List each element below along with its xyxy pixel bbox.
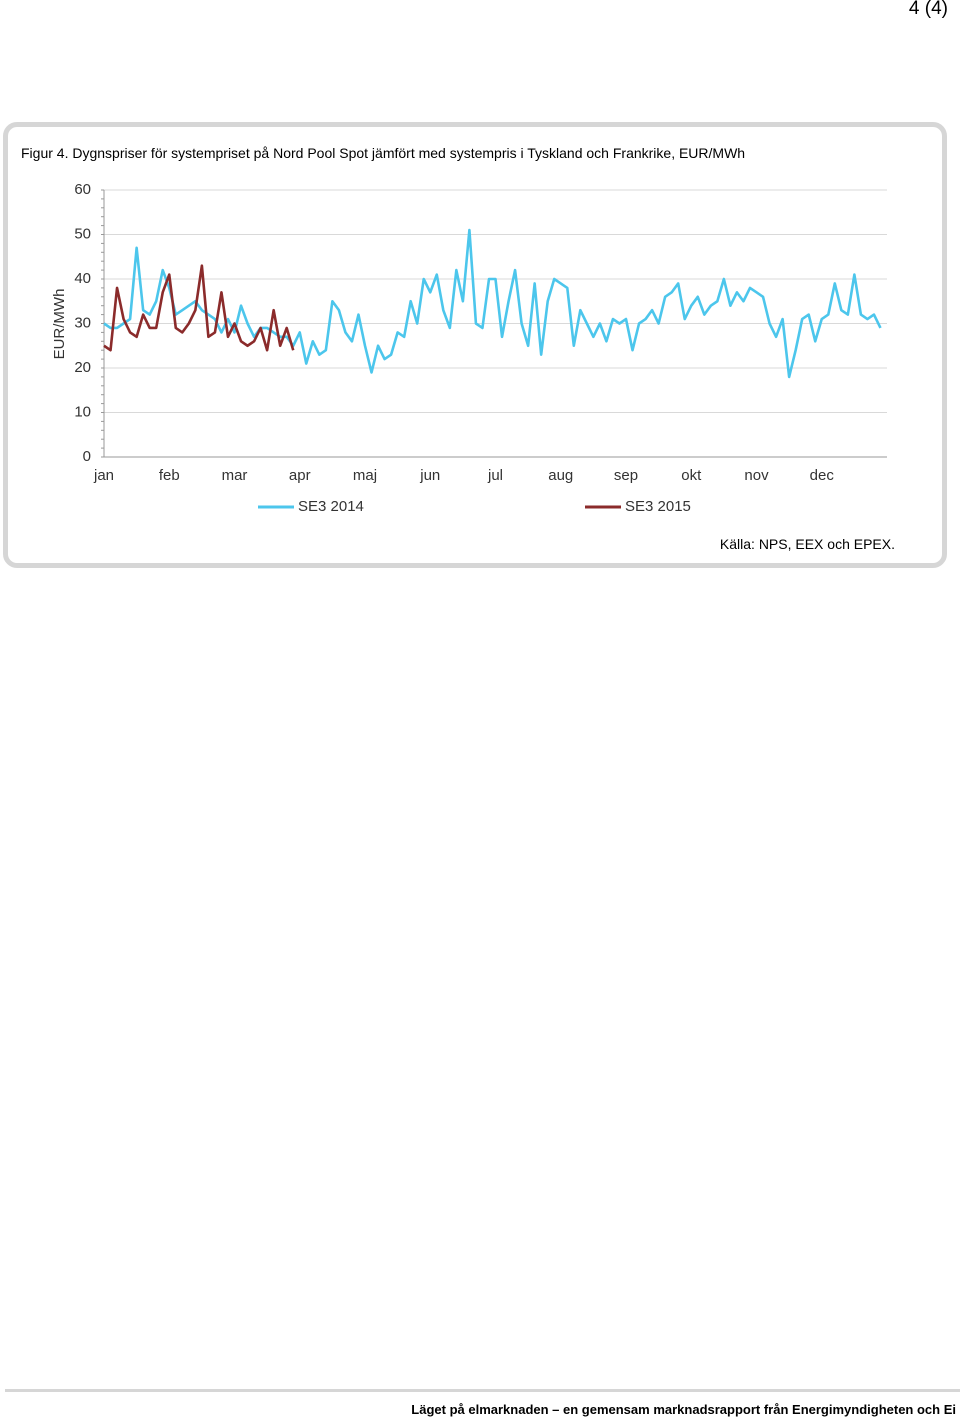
x-tick-label: jul (487, 467, 503, 484)
y-axis-label: EUR/MWh (51, 289, 68, 360)
x-tick-label: sep (614, 467, 638, 484)
x-tick-label: maj (353, 467, 377, 484)
x-tick-label: dec (810, 467, 835, 484)
footer-text: Läget på elmarknaden – en gemensam markn… (411, 1402, 956, 1417)
x-tick-label: nov (744, 467, 769, 484)
y-tick-label: 20 (74, 359, 91, 376)
y-tick-label: 0 (83, 448, 91, 465)
figure-source: Källa: NPS, EEX och EPEX. (719, 536, 895, 552)
figure-box: Figur 4. Dygnspriser för systempriset på… (3, 122, 947, 568)
y-tick-label: 50 (74, 225, 91, 242)
x-tick-label: jun (419, 467, 440, 484)
x-tick-label: okt (681, 467, 702, 484)
y-tick-label: 10 (74, 403, 91, 420)
figure-caption: Figur 4. Dygnspriser för systempriset på… (21, 145, 746, 161)
x-tick-label: apr (289, 467, 311, 484)
x-tick-label: aug (548, 467, 573, 484)
page-number: 4 (4) (908, 0, 948, 19)
y-tick-label: 40 (74, 270, 91, 287)
x-tick-label: jan (93, 467, 114, 484)
y-tick-label: 30 (74, 314, 91, 331)
x-tick-label: feb (159, 467, 180, 484)
x-tick-label: mar (222, 467, 248, 484)
legend-label: SE3 2015 (625, 498, 691, 515)
legend-label: SE3 2014 (298, 498, 364, 515)
chart: EUR/MWh 0 10 20 30 40 50 60 jan feb mar apr maj jun j… (51, 181, 887, 515)
y-tick-label: 60 (74, 181, 91, 198)
footer-rule (5, 1389, 960, 1392)
series-line (103, 264, 295, 352)
series-line (103, 228, 882, 379)
